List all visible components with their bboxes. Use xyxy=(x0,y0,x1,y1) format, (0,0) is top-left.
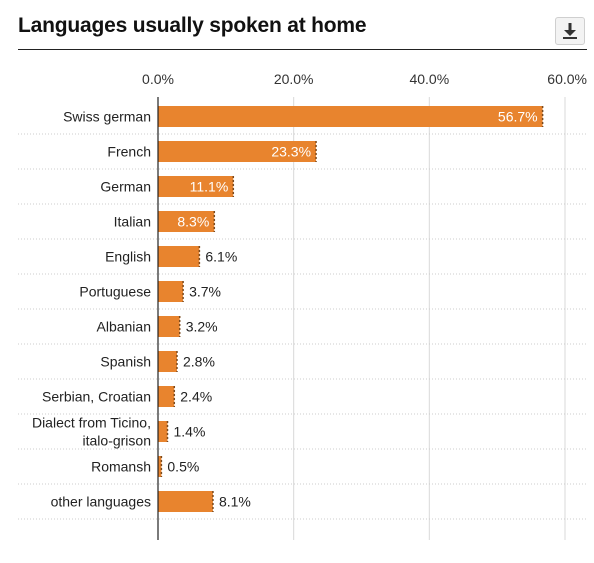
value-label: 0.5% xyxy=(167,459,199,475)
value-label: 56.7% xyxy=(498,109,538,125)
bar xyxy=(158,351,177,372)
download-icon xyxy=(563,23,577,39)
value-label: 23.3% xyxy=(271,144,311,160)
bar xyxy=(158,456,162,477)
bar xyxy=(158,211,215,232)
title-rule xyxy=(18,49,587,50)
bar xyxy=(158,141,317,162)
category-label: other languages xyxy=(51,494,151,510)
bar xyxy=(158,421,168,442)
category-label: Serbian, Croatian xyxy=(42,389,151,405)
bar xyxy=(158,106,543,127)
category-label: Dialect from Ticino, italo-grison xyxy=(32,415,151,449)
value-label: 3.7% xyxy=(189,284,221,300)
category-label: German xyxy=(100,179,151,195)
value-label: 8.3% xyxy=(177,214,209,230)
download-button[interactable] xyxy=(555,17,585,45)
category-label: Romansh xyxy=(91,459,151,475)
value-label: 11.1% xyxy=(190,179,229,195)
bar xyxy=(158,491,213,512)
category-label: English xyxy=(105,249,151,265)
category-label: Italian xyxy=(114,214,151,230)
category-label: French xyxy=(107,144,151,160)
value-label: 2.4% xyxy=(180,389,212,405)
category-label: Albanian xyxy=(97,319,152,335)
bar xyxy=(158,316,180,337)
bar xyxy=(158,176,234,197)
value-label: 1.4% xyxy=(173,424,205,440)
bar xyxy=(158,386,175,407)
bar xyxy=(158,246,200,267)
category-label: Portuguese xyxy=(79,284,151,300)
value-label: 3.2% xyxy=(186,319,218,335)
value-label: 6.1% xyxy=(205,249,237,265)
x-tick-label: 0.0% xyxy=(142,71,174,87)
category-label: Swiss german xyxy=(63,109,151,125)
value-label: 2.8% xyxy=(183,354,215,370)
x-tick-label: 40.0% xyxy=(409,71,449,87)
chart-title: Languages usually spoken at home xyxy=(18,14,367,37)
value-label: 8.1% xyxy=(219,494,251,510)
category-label: Spanish xyxy=(100,354,151,370)
bar xyxy=(158,281,184,302)
x-tick-label: 20.0% xyxy=(274,71,314,87)
x-tick-label: 60.0% xyxy=(547,71,587,87)
